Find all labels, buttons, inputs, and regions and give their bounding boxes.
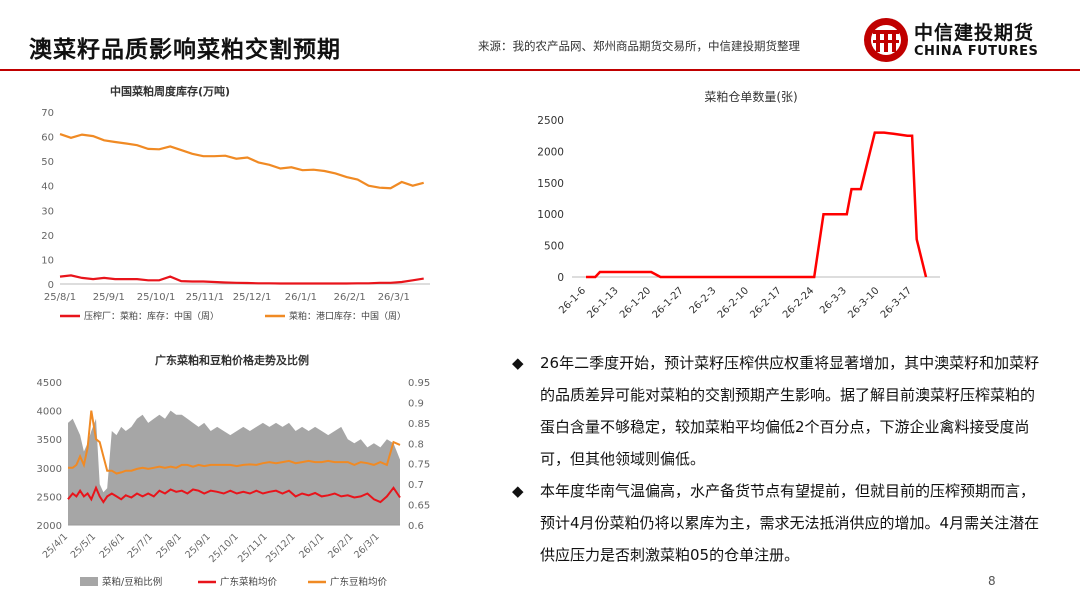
y2-tick-label: 0.85 xyxy=(408,419,430,430)
y-tick-label: 20 xyxy=(41,231,54,242)
bullet-text: 26年二季度开始，预计菜籽压榨供应权重将显著增加，其中澳菜籽和加菜籽的品质差异可… xyxy=(540,354,1040,468)
logo-en-text: CHINA FUTURES xyxy=(914,44,1039,59)
bullet-text: 本年度华南气温偏高，水产备货节点有望提前，但就目前的压榨预期而言，预计4月份菜粕… xyxy=(540,482,1040,564)
x-tick-label: 26-1-6 xyxy=(557,285,588,316)
y2-tick-label: 0.95 xyxy=(408,378,430,389)
x-tick-label: 26-2-10 xyxy=(716,285,751,320)
y-tick-label: 10 xyxy=(41,255,54,266)
x-tick-label: 25/12/1 xyxy=(264,531,298,565)
x-tick-label: 25/12/1 xyxy=(233,292,272,303)
y-tick-label: 40 xyxy=(41,182,54,193)
y-tick-label: 2500 xyxy=(37,492,62,503)
x-tick-label: 25/8/1 xyxy=(154,531,183,560)
y-tick-label: 1500 xyxy=(537,178,564,190)
page-title: 澳菜籽品质影响菜粕交割预期 xyxy=(29,37,341,63)
y2-tick-label: 0.6 xyxy=(408,521,424,532)
y-tick-label: 0 xyxy=(557,272,564,284)
y-tick-label: 4000 xyxy=(37,407,62,418)
analysis-bullets: ◆ 26年二季度开始，预计菜籽压榨供应权重将显著增加，其中澳菜籽和加菜籽的品质差… xyxy=(512,347,1042,571)
y-tick-label: 0 xyxy=(48,280,54,291)
y-tick-label: 2500 xyxy=(537,115,564,127)
series-line xyxy=(586,131,928,279)
y2-tick-label: 0.75 xyxy=(408,460,430,471)
chart-title: 中国菜粕周度库存(万吨) xyxy=(110,84,230,98)
x-tick-label: 25/4/1 xyxy=(41,531,70,560)
x-tick-label: 26/2/1 xyxy=(334,292,366,303)
x-tick-label: 26/3/1 xyxy=(352,531,381,560)
header-divider xyxy=(0,69,1080,71)
x-tick-label: 25/9/1 xyxy=(93,292,125,303)
diamond-bullet-icon: ◆ xyxy=(512,482,524,500)
x-tick-label: 26-3-3 xyxy=(818,285,849,316)
x-tick-label: 25/5/1 xyxy=(69,531,98,560)
x-tick-label: 26-3-17 xyxy=(879,285,914,320)
source-note: 来源：我的农产品网、郑州商品期货交易所，中信建投期货整理 xyxy=(478,39,800,53)
bullet-item: ◆ 26年二季度开始，预计菜籽压榨供应权重将显著增加，其中澳菜籽和加菜籽的品质差… xyxy=(512,347,1042,475)
series-line xyxy=(67,485,401,504)
x-tick-label: 26-1-13 xyxy=(585,285,620,320)
citic-logo-icon xyxy=(864,18,908,62)
page-number: 8 xyxy=(988,574,996,588)
company-logo: 中信建投期货 CHINA FUTURES xyxy=(862,16,1062,66)
x-tick-label: 26-2-3 xyxy=(688,285,719,316)
x-tick-label: 26-1-27 xyxy=(651,285,686,320)
price-ratio-chart: 广东菜粕和豆粕价格走势及比例 2000 2500 3000 3500 4000 4500 0.… xyxy=(37,353,431,588)
x-tick-label: 26-2-24 xyxy=(781,285,816,320)
x-tick-label: 26/1/1 xyxy=(285,292,317,303)
y-tick-label: 1000 xyxy=(537,209,564,221)
series-line xyxy=(68,410,401,475)
y2-tick-label: 0.8 xyxy=(408,439,424,450)
bullet-item: ◆ 本年度华南气温偏高，水产备货节点有望提前，但就目前的压榨预期而言，预计4月份… xyxy=(512,475,1042,571)
legend-swatch xyxy=(80,577,98,586)
y-tick-label: 2000 xyxy=(537,146,564,158)
y-tick-label: 60 xyxy=(41,133,54,144)
x-tick-label: 26/3/1 xyxy=(378,292,410,303)
x-tick-label: 25/6/1 xyxy=(98,531,127,560)
legend-label: 压榨厂：菜粕：库存：中国（周） xyxy=(84,310,219,322)
x-tick-label: 25/11/1 xyxy=(236,531,270,565)
legend-label: 广东豆粕均价 xyxy=(330,576,388,588)
diamond-bullet-icon: ◆ xyxy=(512,354,524,372)
series-line xyxy=(59,274,424,285)
x-tick-label: 26-1-20 xyxy=(618,285,653,320)
legend-label: 菜粕/豆粕比例 xyxy=(102,576,162,588)
chart-title: 广东菜粕和豆粕价格走势及比例 xyxy=(155,353,309,367)
y-tick-label: 3500 xyxy=(37,435,62,446)
chart-title: 菜粕仓单数量(张) xyxy=(704,89,797,104)
x-tick-label: 25/8/1 xyxy=(44,292,76,303)
x-tick-label: 25/10/1 xyxy=(207,531,241,565)
x-tick-label: 26-2-17 xyxy=(748,285,783,320)
y2-tick-label: 0.7 xyxy=(408,480,424,491)
y-tick-label: 2000 xyxy=(37,521,62,532)
x-tick-label: 26/2/1 xyxy=(326,531,355,560)
ratio-area xyxy=(68,410,400,525)
y2-tick-label: 0.9 xyxy=(408,398,424,409)
x-tick-label: 25/10/1 xyxy=(137,292,176,303)
x-tick-label: 25/7/1 xyxy=(126,531,155,560)
y-tick-label: 4500 xyxy=(37,378,62,389)
y-tick-label: 30 xyxy=(41,206,54,217)
legend-label: 菜粕：港口库存：中国（周） xyxy=(289,310,406,322)
y-tick-label: 70 xyxy=(41,108,54,119)
inventory-chart: 中国菜粕周度库存(万吨) 0 10 20 30 40 50 60 70 25/8/1 25/9/1 2… xyxy=(41,84,430,322)
warrant-chart: 菜粕仓单数量(张)0500100015002000250026-1-626-1-… xyxy=(537,89,940,321)
series-line xyxy=(59,133,424,190)
x-tick-label: 26-3-10 xyxy=(846,285,881,320)
y-tick-label: 500 xyxy=(544,241,564,253)
x-tick-label: 26/1/1 xyxy=(297,531,326,560)
y-tick-label: 3000 xyxy=(37,464,62,475)
y2-tick-label: 0.65 xyxy=(408,501,430,512)
x-tick-label: 25/11/1 xyxy=(186,292,225,303)
y-tick-label: 50 xyxy=(41,157,54,168)
logo-cn-text: 中信建投期货 xyxy=(914,22,1035,44)
legend-label: 广东菜粕均价 xyxy=(220,576,278,588)
